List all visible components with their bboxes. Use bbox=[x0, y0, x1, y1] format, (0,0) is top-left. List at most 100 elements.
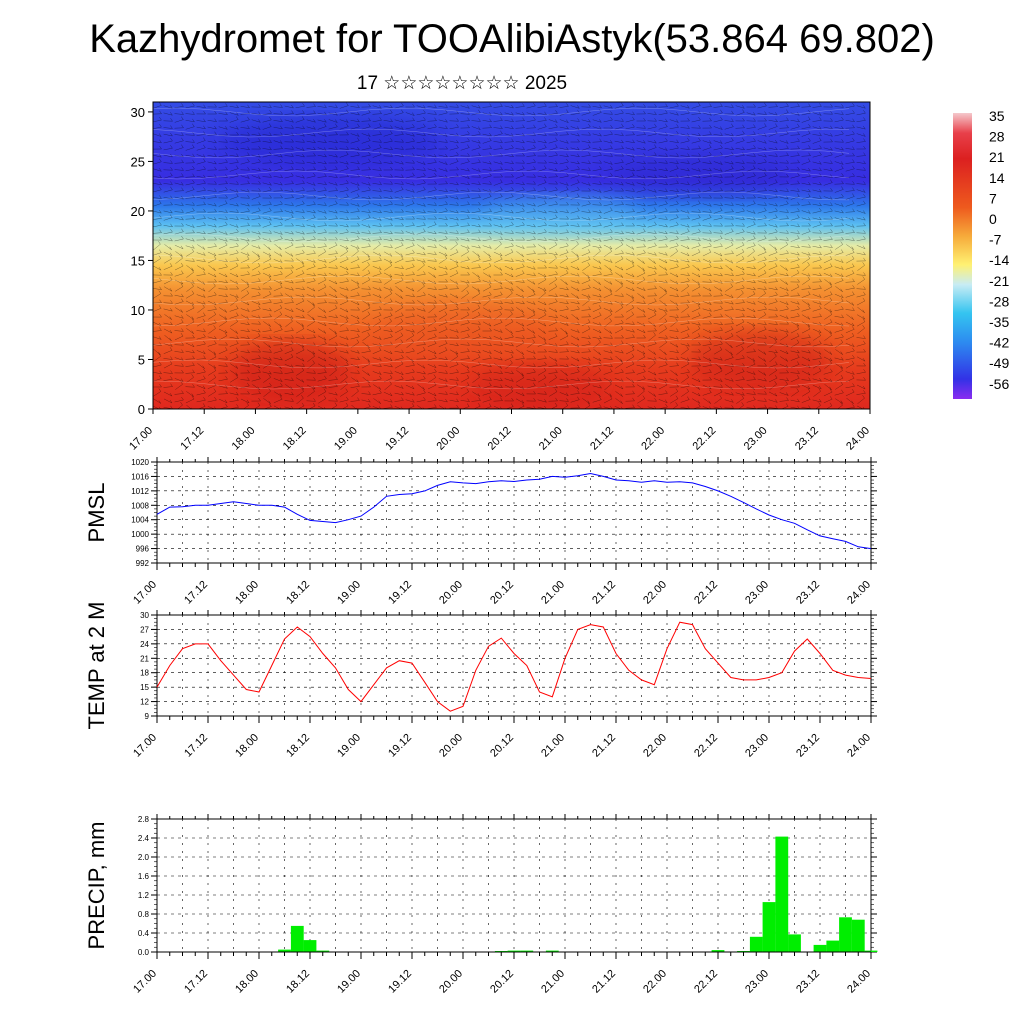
colorbar-label: 0 bbox=[989, 211, 997, 227]
x-tick-label: 19.12 bbox=[386, 968, 414, 996]
precip-bar bbox=[278, 949, 291, 952]
precip-bar bbox=[303, 940, 317, 952]
precip-bar bbox=[545, 950, 559, 952]
contour-lines bbox=[153, 107, 850, 390]
x-tick-label: 18.12 bbox=[284, 732, 312, 760]
x-tick-label: 22.00 bbox=[641, 579, 669, 607]
y-tick-label: 12 bbox=[140, 698, 149, 707]
y-tick-label: 1020 bbox=[131, 458, 149, 467]
y-tick-label: 1016 bbox=[131, 472, 149, 481]
x-tick-label: 22.00 bbox=[639, 425, 667, 453]
heatmap-pocket bbox=[370, 302, 550, 358]
precip-bar bbox=[762, 902, 776, 952]
colorbar-label: 35 bbox=[989, 108, 1005, 124]
wind-barbs bbox=[153, 102, 866, 409]
y-tick-label: 18 bbox=[140, 669, 149, 678]
x-tick-label: 20.12 bbox=[486, 425, 514, 453]
y-tick-label: 10 bbox=[131, 303, 145, 318]
y-tick-label: 2.4 bbox=[138, 834, 150, 843]
precip-bar bbox=[775, 836, 789, 952]
series-line bbox=[156, 621, 872, 712]
y-tick-label: 24 bbox=[140, 640, 149, 649]
y-tick-label: 1012 bbox=[131, 487, 149, 496]
y-tick-label: 1000 bbox=[131, 530, 149, 539]
y-tick-label: 1.2 bbox=[138, 891, 150, 900]
colorbar-bar bbox=[953, 113, 972, 399]
heatmap-field bbox=[153, 102, 870, 409]
x-tick-label: 22.00 bbox=[641, 968, 669, 996]
y-axis-label: PMSL bbox=[84, 483, 109, 543]
x-tick-label: 23.00 bbox=[743, 732, 771, 760]
y-tick-label: 30 bbox=[131, 105, 145, 120]
x-tick-label: 20.00 bbox=[434, 425, 462, 453]
x-tick-label: 18.00 bbox=[233, 732, 261, 760]
x-tick-label: 17.12 bbox=[178, 425, 206, 453]
y-tick-label: 9 bbox=[145, 712, 150, 721]
precip-bar bbox=[813, 944, 827, 952]
precip-bar bbox=[788, 934, 801, 952]
x-tick-label: 17.12 bbox=[182, 732, 210, 760]
y-tick-label: 1004 bbox=[131, 516, 149, 525]
y-tick-label: 1.6 bbox=[138, 872, 150, 881]
x-tick-label: 24.00 bbox=[845, 968, 873, 996]
x-tick-label: 23.12 bbox=[794, 732, 822, 760]
x-tick-label: 19.00 bbox=[335, 732, 363, 760]
page-subtitle: 17 ☆☆☆☆☆☆☆☆ 2025 bbox=[356, 73, 568, 94]
colorbar-label: -49 bbox=[989, 355, 1009, 371]
pmsl-panel: 992 996 1000 1004 1008 1012 1016 1020 17.00 17.12… bbox=[84, 457, 877, 607]
x-tick-label: 21.12 bbox=[590, 732, 618, 760]
precip-bar bbox=[520, 950, 534, 952]
heatmap-pocket bbox=[610, 153, 790, 197]
x-tick-label: 24.00 bbox=[844, 425, 872, 453]
heatmap-panel: 0 5 10 15 20 25 30 17.00 17.12 18.00 18.12 19.00 19.… bbox=[127, 101, 872, 453]
x-tick-label: 20.00 bbox=[437, 579, 465, 607]
x-tick-label: 18.00 bbox=[233, 579, 261, 607]
x-tick-label: 21.12 bbox=[590, 579, 618, 607]
x-tick-label: 22.12 bbox=[691, 425, 719, 453]
precip-panel: 0.0 0.4 0.8 1.2 1.6 2.0 2.4 2.8 17.00 17.12 18.00 1… bbox=[84, 814, 878, 996]
x-tick-label: 20.12 bbox=[488, 579, 516, 607]
x-tick-label: 18.00 bbox=[230, 425, 258, 453]
x-tick-label: 21.00 bbox=[539, 968, 567, 996]
colorbar-label: -35 bbox=[989, 314, 1009, 330]
colorbar-label: -21 bbox=[989, 273, 1009, 289]
x-tick-label: 19.00 bbox=[335, 968, 363, 996]
y-tick-label: 0.0 bbox=[138, 948, 150, 957]
y-tick-label: 25 bbox=[131, 154, 145, 169]
precip-bar bbox=[507, 950, 521, 952]
temp-panel: 9 12 15 18 21 24 27 30 17.00 17.12 18.00 18.12 19.00… bbox=[84, 602, 877, 760]
x-tick-label: 19.00 bbox=[332, 425, 360, 453]
precip-bar bbox=[711, 950, 725, 952]
x-tick-label: 19.12 bbox=[386, 579, 414, 607]
x-tick-label: 18.00 bbox=[233, 968, 261, 996]
y-tick-label: 20 bbox=[131, 204, 145, 219]
precip-bar bbox=[851, 919, 865, 952]
x-tick-label: 20.00 bbox=[437, 968, 465, 996]
x-tick-label: 23.12 bbox=[794, 579, 822, 607]
x-tick-label: 24.00 bbox=[845, 579, 873, 607]
page-title: Kazhydromet for TOOAlibiAstyk(53.864 69.… bbox=[89, 17, 935, 61]
x-tick-label: 22.12 bbox=[692, 579, 720, 607]
x-tick-label: 19.12 bbox=[386, 732, 414, 760]
precip-bar bbox=[290, 925, 304, 952]
y-tick-label: 15 bbox=[131, 253, 145, 268]
y-tick-label: 15 bbox=[140, 683, 149, 692]
x-tick-label: 22.00 bbox=[641, 732, 669, 760]
colorbar-label: 21 bbox=[989, 149, 1005, 165]
series-line bbox=[156, 472, 872, 550]
colorbar: 35 28 21 14 7 0 -7 -14 -21 -28 -35 -42 -49 -56 bbox=[953, 108, 1009, 399]
x-tick-label: 21.00 bbox=[539, 732, 567, 760]
heatmap-pocket bbox=[220, 115, 440, 165]
y-tick-label: 0.8 bbox=[138, 910, 150, 919]
colorbar-label: -7 bbox=[989, 232, 1002, 248]
y-tick-label: 21 bbox=[140, 654, 149, 663]
x-tick-label: 23.12 bbox=[793, 425, 821, 453]
precip-bar bbox=[316, 950, 330, 952]
x-tick-label: 17.00 bbox=[127, 425, 155, 453]
y-tick-label: 1008 bbox=[131, 501, 149, 510]
x-tick-label: 21.00 bbox=[537, 425, 565, 453]
x-tick-label: 21.00 bbox=[539, 579, 567, 607]
y-tick-label: 2.0 bbox=[138, 853, 150, 862]
precip-bar bbox=[839, 917, 852, 952]
